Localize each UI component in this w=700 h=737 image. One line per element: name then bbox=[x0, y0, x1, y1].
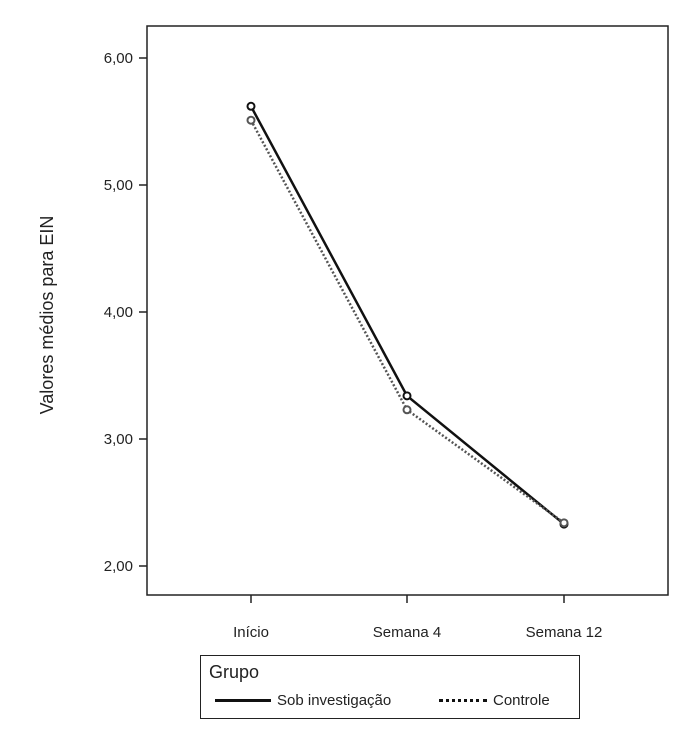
legend: Grupo Sob investigação Controle bbox=[200, 655, 580, 719]
legend-swatch-dotted bbox=[439, 698, 487, 702]
legend-label-sob-investigacao: Sob investigação bbox=[277, 691, 392, 709]
x-tick-label: Semana 4 bbox=[373, 624, 441, 641]
x-tick-label: Início bbox=[233, 624, 269, 641]
legend-item-controle: Controle bbox=[439, 690, 550, 710]
data-point-0 bbox=[402, 391, 412, 401]
y-axis-title: Valores médios para EIN bbox=[37, 216, 57, 415]
data-point-1 bbox=[559, 518, 569, 528]
y-tick-label: 6,00 bbox=[104, 50, 133, 67]
x-axis-ticks: Início Semana 4 Semana 12 bbox=[233, 595, 602, 641]
y-tick-label: 4,00 bbox=[104, 304, 133, 321]
plot-frame bbox=[146, 25, 669, 596]
series-line-0 bbox=[249, 105, 565, 526]
y-tick-label: 3,00 bbox=[104, 431, 133, 448]
series-line-1 bbox=[249, 119, 565, 524]
legend-label-controle: Controle bbox=[493, 691, 550, 709]
data-point-0 bbox=[246, 101, 256, 111]
legend-swatch-solid bbox=[215, 698, 271, 702]
series-layer bbox=[246, 101, 569, 529]
legend-title: Grupo bbox=[209, 662, 260, 682]
line-chart: Valores médios para EIN 6,00 5,00 4,00 3,00… bbox=[37, 25, 669, 641]
y-tick-label: 2,00 bbox=[104, 558, 133, 575]
x-tick-label: Semana 12 bbox=[526, 624, 603, 641]
y-tick-label: 5,00 bbox=[104, 177, 133, 194]
data-point-1 bbox=[246, 115, 256, 125]
y-axis-ticks: 6,00 5,00 4,00 3,00 2,00 bbox=[104, 50, 147, 575]
legend-item-sob-investigacao: Sob investigação bbox=[215, 690, 391, 710]
data-point-1 bbox=[402, 405, 412, 415]
